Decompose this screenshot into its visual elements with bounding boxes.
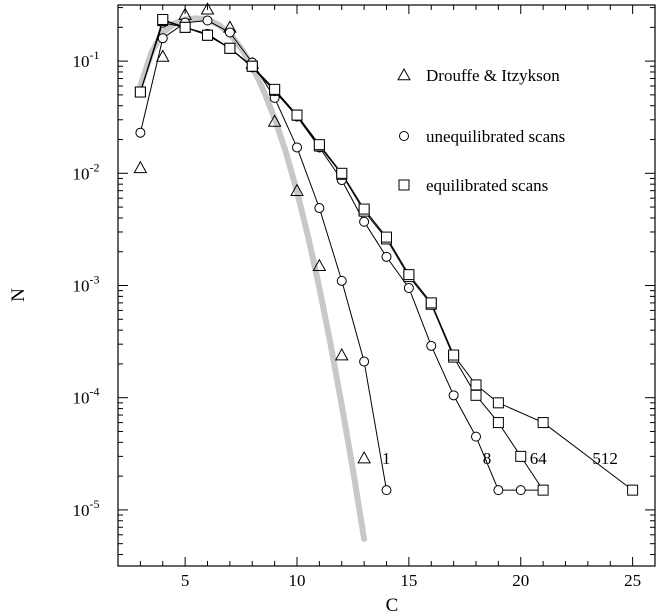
square-point <box>269 83 281 95</box>
square-point <box>537 417 549 429</box>
x-tick-label: 5 <box>181 571 190 590</box>
curve-label: 512 <box>592 449 618 468</box>
triangle-point <box>267 114 282 127</box>
y-tick-exponent: -2 <box>90 160 100 174</box>
y-tick-base: 10 <box>73 389 90 408</box>
triangle-point <box>200 2 215 15</box>
square-point <box>470 389 482 401</box>
plot-frame <box>117 4 656 567</box>
square-point <box>246 60 258 72</box>
y-tick-label: 10-2 <box>73 160 100 183</box>
y-tick-base: 10 <box>73 52 90 71</box>
triangle-point <box>357 450 371 464</box>
triangle-point <box>155 49 170 62</box>
circle-point <box>359 216 370 227</box>
square-point <box>515 450 527 462</box>
square-point <box>202 29 213 41</box>
circle-point <box>381 485 392 496</box>
square-point <box>381 231 392 243</box>
circle-point <box>202 15 213 26</box>
curve-label: 8 <box>483 449 492 468</box>
y-axis-label: N <box>8 288 29 302</box>
x-tick-label: 10 <box>289 571 306 590</box>
square-point <box>448 349 460 361</box>
square-point <box>492 417 504 429</box>
legend-label: unequilibrated scans <box>426 127 565 146</box>
legend-label: equilibrated scans <box>426 176 548 195</box>
triangle-point <box>133 160 148 174</box>
fit-curve <box>137 15 368 542</box>
x-tick-label: 25 <box>624 571 641 590</box>
y-tick-base: 10 <box>73 501 90 520</box>
x-tick-label: 15 <box>400 571 417 590</box>
curve-label: 1 <box>382 449 391 468</box>
square-point <box>470 379 482 391</box>
circle-point <box>359 356 370 367</box>
y-tick-label: 10-1 <box>73 48 100 71</box>
y-tick-base: 10 <box>73 164 90 183</box>
y-tick-label: 10-4 <box>73 385 100 408</box>
square-point <box>313 139 325 151</box>
square-point <box>179 21 191 33</box>
square-point <box>336 167 348 179</box>
circle-point <box>157 33 168 44</box>
circle-point <box>426 340 437 351</box>
triangle-point <box>290 183 304 196</box>
legend-marker-square <box>398 179 410 191</box>
circle-point <box>448 390 459 401</box>
triangle-point <box>312 258 327 272</box>
legend-marker-circle <box>399 131 409 141</box>
square-point <box>358 203 370 215</box>
legend-marker-triangle <box>397 67 411 81</box>
x-tick-label: 20 <box>512 571 529 590</box>
circle-point <box>515 485 526 496</box>
square-point <box>157 13 169 25</box>
circle-point <box>493 485 504 496</box>
circle-point <box>381 251 392 262</box>
x-axis-label: C <box>386 595 399 616</box>
y-tick-label: 10-3 <box>73 273 100 296</box>
y-tick-exponent: -4 <box>90 385 100 399</box>
circle-point <box>224 27 235 38</box>
circle-point <box>292 142 302 153</box>
square-point <box>291 109 303 121</box>
square-point <box>224 42 236 54</box>
square-point <box>537 484 549 496</box>
circle-point <box>135 127 146 138</box>
square-point <box>492 397 504 409</box>
circle-point <box>336 275 347 286</box>
y-tick-exponent: -1 <box>90 48 100 62</box>
square-point <box>425 297 437 309</box>
y-tick-exponent: -3 <box>90 273 100 287</box>
square-point <box>403 269 415 281</box>
circle-point <box>471 431 481 442</box>
circle-point <box>314 203 325 214</box>
circle-point <box>403 282 414 293</box>
y-tick-base: 10 <box>73 277 90 296</box>
square-point <box>134 86 146 98</box>
y-tick-exponent: -5 <box>90 497 100 511</box>
triangle-point <box>334 348 349 361</box>
y-tick-label: 10-5 <box>73 497 100 520</box>
curve-label: 64 <box>530 449 548 468</box>
square-point <box>627 484 639 496</box>
legend-label: Drouffe & Itzykson <box>426 66 560 85</box>
